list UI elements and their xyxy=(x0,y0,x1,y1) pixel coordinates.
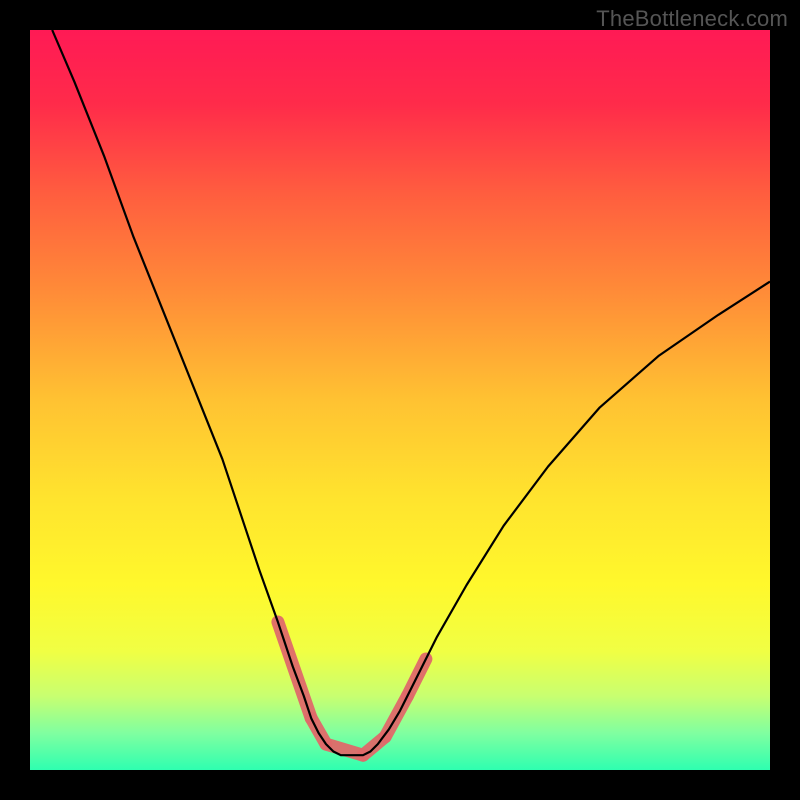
chart-frame: TheBottleneck.com xyxy=(0,0,800,800)
bottleneck-chart xyxy=(0,0,800,800)
watermark-text: TheBottleneck.com xyxy=(596,6,788,32)
gradient-background xyxy=(30,30,770,770)
